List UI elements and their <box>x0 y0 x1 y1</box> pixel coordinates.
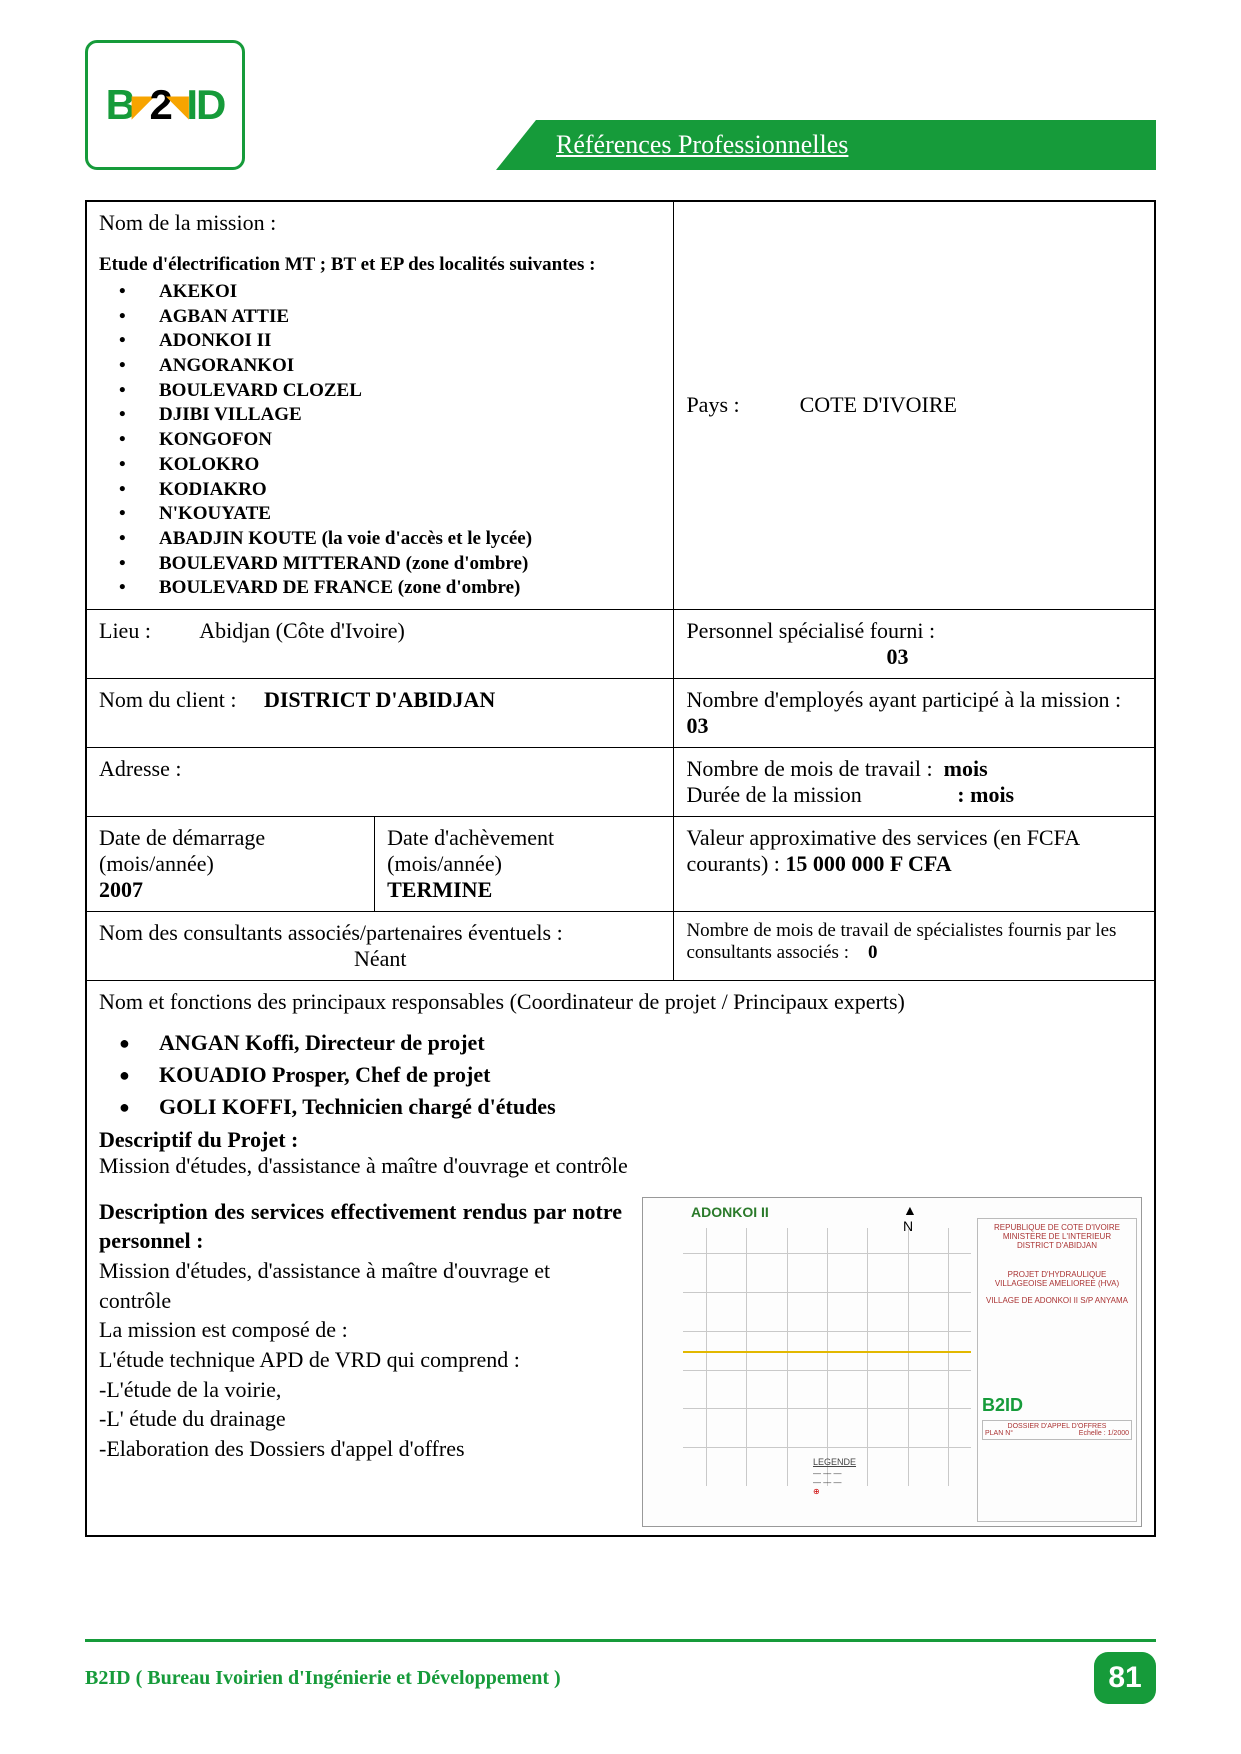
locality-item: KODIAKRO <box>99 478 661 503</box>
locality-item: AKEKOI <box>99 280 661 305</box>
map-legend: LEGENDE — — —— — —⊕ <box>813 1457 943 1496</box>
map-title: ADONKOI II <box>691 1204 769 1220</box>
service-line: L'étude technique APD de VRD qui compren… <box>99 1345 622 1375</box>
consultants-label: Nom des consultants associés/partenaires… <box>99 920 563 945</box>
logo-text: B ◤ 2 ◤ ID <box>106 81 225 129</box>
locality-list: AKEKOIAGBAN ATTIEADONKOI IIANGORANKOIBOU… <box>99 280 661 601</box>
project-table: Nom de la mission : Etude d'électrificat… <box>85 200 1156 1537</box>
locality-item: ABADJIN KOUTE (la voie d'accès et le lyc… <box>99 527 661 552</box>
map-grid <box>683 1228 971 1486</box>
service-line: -Elaboration des Dossiers d'appel d'offr… <box>99 1434 622 1464</box>
locality-item: KONGOFON <box>99 428 661 453</box>
location-label: Lieu : <box>99 618 151 643</box>
footer-text: B2ID ( Bureau Ivoirien d'Ingénierie et D… <box>85 1667 561 1690</box>
responsable-item: GOLI KOFFI, Technicien chargé d'études <box>99 1091 1142 1123</box>
service-line: -L'étude de la voirie, <box>99 1375 622 1405</box>
responsables-title: Nom et fonctions des principaux responsa… <box>99 989 1142 1015</box>
locality-item: AGBAN ATTIE <box>99 305 661 330</box>
locality-item: BOULEVARD CLOZEL <box>99 379 661 404</box>
service-line: Mission d'études, d'assistance à maître … <box>99 1256 622 1315</box>
header: B ◤ 2 ◤ ID Références Professionnelles <box>85 40 1156 170</box>
banner-title: Références Professionnelles <box>496 120 1156 170</box>
country-label: Pays : <box>686 392 739 418</box>
mission-intro: Etude d'électrification MT ; BT et EP de… <box>99 254 661 276</box>
months-work-value: mois <box>944 756 988 781</box>
consult-months-value: 0 <box>868 942 878 963</box>
locality-item: ADONKOI II <box>99 329 661 354</box>
duration-label: Durée de la mission <box>686 782 861 807</box>
logo-arrow2-icon: ◤ <box>169 89 189 122</box>
logo-id: ID <box>186 81 224 129</box>
responsables-list: ANGAN Koffi, Directeur de projetKOUADIO … <box>99 1027 1142 1123</box>
page-number-badge: 81 <box>1094 1652 1156 1704</box>
mission-title-label: Nom de la mission : <box>99 210 661 236</box>
address-label: Adresse : <box>99 756 181 781</box>
service-line: La mission est composé de : <box>99 1315 622 1345</box>
value-amount: 15 000 000 F CFA <box>785 851 951 876</box>
end-value: TERMINE <box>387 877 492 902</box>
project-desc: Mission d'études, d'assistance à maître … <box>99 1153 628 1178</box>
locality-item: BOULEVARD MITTERAND (zone d'ombre) <box>99 552 661 577</box>
map-thumbnail: ADONKOI II ▲N L <box>642 1197 1142 1527</box>
locality-item: N'KOUYATE <box>99 502 661 527</box>
staff-value: 03 <box>886 644 908 669</box>
employees-label: Nombre d'employés ayant participé à la m… <box>686 687 1121 712</box>
start-value: 2007 <box>99 877 143 902</box>
cartouche-logo-icon: B2ID <box>982 1395 1132 1416</box>
services-text: Description des services effectivement r… <box>99 1197 622 1527</box>
responsable-item: KOUADIO Prosper, Chef de projet <box>99 1059 1142 1091</box>
months-work-label: Nombre de mois de travail : <box>686 756 932 781</box>
country-value: COTE D'IVOIRE <box>800 392 957 418</box>
project-desc-label: Descriptif du Projet : <box>99 1127 298 1152</box>
end-label: Date d'achèvement (mois/année) <box>387 825 554 876</box>
client-value: DISTRICT D'ABIDJAN <box>264 687 495 712</box>
logo-b: B <box>106 81 134 129</box>
consultants-value: Néant <box>99 946 661 972</box>
map-cartouche: REPUBLIQUE DE COTE D'IVOIRE MINISTERE DE… <box>977 1218 1137 1522</box>
start-label: Date de démarrage (mois/année) <box>99 825 265 876</box>
duration-value: : mois <box>957 782 1014 807</box>
employees-value: 03 <box>686 713 708 738</box>
locality-item: ANGORANKOI <box>99 354 661 379</box>
services-title: Description des services effectivement r… <box>99 1197 622 1256</box>
logo: B ◤ 2 ◤ ID <box>85 40 245 170</box>
service-line: -L' étude du drainage <box>99 1404 622 1434</box>
locality-item: DJIBI VILLAGE <box>99 403 661 428</box>
locality-item: BOULEVARD DE FRANCE (zone d'ombre) <box>99 576 661 601</box>
consult-months-label: Nombre de mois de travail de spécialiste… <box>686 920 1116 963</box>
staff-label: Personnel spécialisé fourni : <box>686 618 935 643</box>
footer: B2ID ( Bureau Ivoirien d'Ingénierie et D… <box>85 1639 1156 1704</box>
responsable-item: ANGAN Koffi, Directeur de projet <box>99 1027 1142 1059</box>
locality-item: KOLOKRO <box>99 453 661 478</box>
client-label: Nom du client : <box>99 687 236 712</box>
location-value: Abidjan (Côte d'Ivoire) <box>199 618 405 643</box>
